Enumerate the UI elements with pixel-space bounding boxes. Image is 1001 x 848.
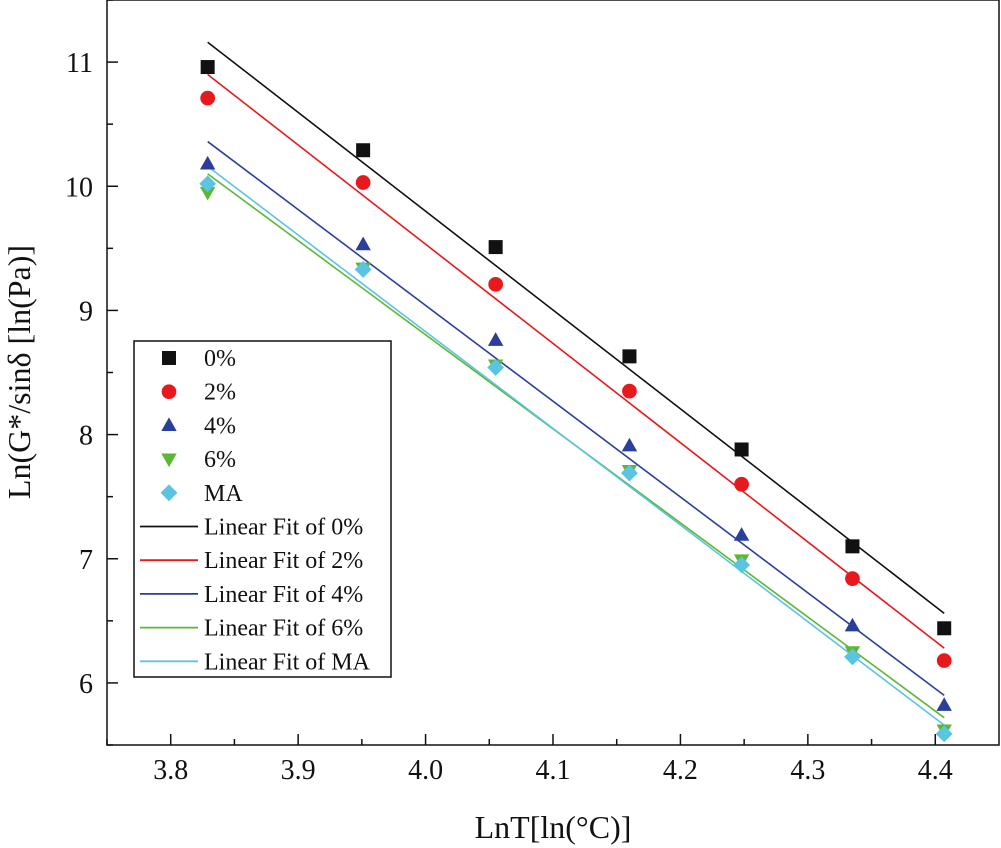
legend-marker-6pct (161, 453, 177, 468)
y-tick-label: 8 (79, 421, 93, 452)
data-point-0pct (200, 60, 215, 75)
y-tick-label: 7 (79, 545, 93, 576)
data-point-0pct (845, 539, 860, 554)
data-point-4pct (355, 236, 371, 251)
legend-box (133, 340, 392, 678)
legend-label-linear-fit-of-0pct: Linear Fit of 0% (204, 515, 363, 541)
data-point-2pct (622, 383, 637, 399)
x-tick-label: 4.1 (536, 755, 571, 786)
data-point-ma (844, 648, 861, 666)
x-tick-label: 3.8 (153, 755, 188, 786)
x-tick-label: 3.9 (281, 755, 316, 786)
fit-line-linear-fit-of-2pct (207, 73, 945, 649)
x-tick-label: 4.3 (790, 755, 825, 786)
y-tick-label: 6 (79, 669, 93, 700)
legend-marker-ma (160, 484, 178, 502)
data-point-4pct (487, 332, 504, 346)
data-point-0pct (622, 349, 637, 364)
data-point-0pct (488, 240, 503, 255)
data-point-2pct (488, 276, 504, 292)
legend-label-2pct: 2% (204, 380, 236, 406)
fit-lines (207, 41, 945, 726)
legend-marker-0pct (162, 351, 176, 365)
legend-label-6pct: 6% (204, 447, 236, 473)
y-tick-label: 10 (65, 172, 93, 203)
fit-line-linear-fit-of-0pct (207, 41, 945, 615)
legend-label-linear-fit-of-4pct: Linear Fit of 4% (204, 582, 363, 608)
y-axis-title: Ln(G*/sinδ [ln(Pa)] (1, 245, 37, 499)
legend-label-ma: MA (204, 481, 243, 507)
x-tick-label: 4.4 (918, 755, 953, 786)
legend-marker-2pct (161, 384, 177, 400)
x-tick-label: 4.2 (663, 755, 698, 786)
legend: 0% 2% 4% 6% MA Linear Fit of 0% Linear Fit of … (133, 340, 392, 678)
legend-label-linear-fit-of-2pct: Linear Fit of 2% (204, 548, 363, 574)
data-point-4pct (621, 437, 638, 452)
data-point-0pct (734, 442, 749, 457)
data-point-ma (935, 725, 953, 743)
data-point-ma (354, 261, 372, 278)
legend-label-linear-fit-of-6pct: Linear Fit of 6% (204, 616, 363, 642)
data-point-ma (199, 175, 217, 193)
legend-marker-4pct (161, 417, 177, 431)
data-point-2pct (734, 476, 749, 492)
x-tick-label: 4.0 (408, 755, 443, 786)
y-tick-label: 11 (66, 48, 93, 79)
data-point-0pct (937, 621, 952, 636)
data-point-2pct (936, 653, 952, 668)
data-point-0pct (356, 143, 371, 158)
data-point-4pct (844, 617, 861, 632)
data-point-ma (621, 464, 638, 482)
series-markers (199, 60, 953, 743)
legend-label-0pct: 0% (204, 346, 236, 372)
y-axis: 6 7 8 9 10 11 (65, 0, 118, 746)
data-point-2pct (845, 571, 860, 586)
legend-label-4pct: 4% (204, 413, 236, 439)
data-point-ma (733, 556, 750, 574)
data-point-ma (487, 359, 505, 376)
fit-line-linear-fit-of-4pct (207, 140, 945, 696)
data-point-4pct (199, 155, 216, 170)
data-point-4pct (733, 527, 750, 541)
data-point-2pct (200, 90, 216, 106)
data-point-4pct (936, 697, 952, 711)
y-tick-label: 9 (79, 296, 93, 327)
x-axis-title: LnT[ln(°C)] (475, 809, 632, 845)
legend-label-linear-fit-of-ma: Linear Fit of MA (204, 649, 371, 675)
fit-line-linear-fit-of-ma (207, 165, 945, 726)
x-axis: 3.8 3.9 4.0 4.1 4.2 4.3 4.4 (106, 734, 953, 786)
data-point-2pct (355, 175, 371, 190)
data-point-6pct (199, 186, 216, 201)
